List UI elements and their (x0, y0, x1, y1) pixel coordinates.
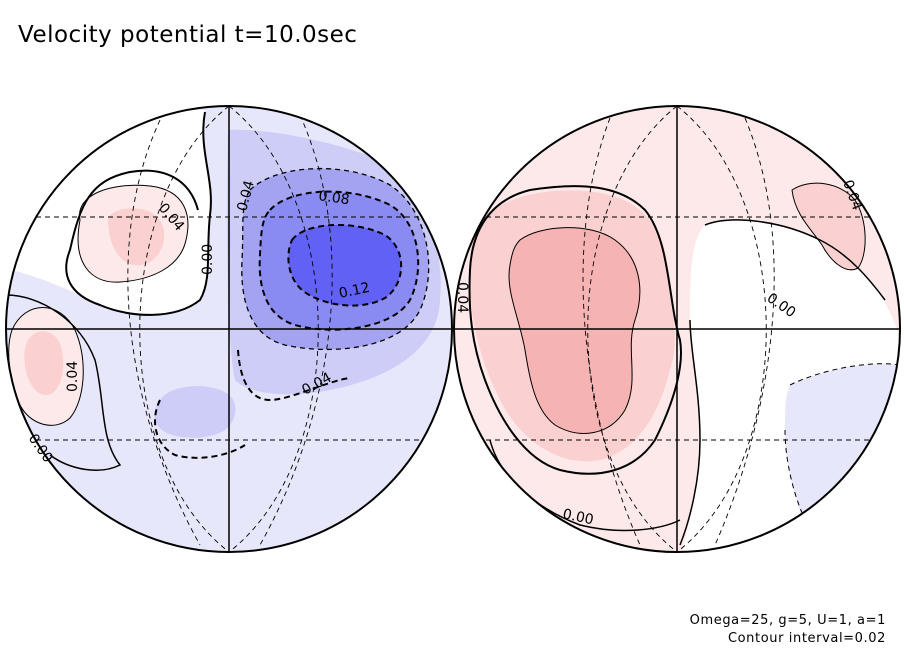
right-hemisphere-outline (453, 105, 901, 553)
label-left-neg-upper: 0.04 (234, 179, 258, 213)
label-right-zero-lower: 0.00 (561, 506, 595, 528)
right-pos2-upper (792, 183, 866, 270)
left-hemisphere-outline (5, 105, 453, 553)
right-pos-contour-upper (791, 182, 866, 271)
left-hemisphere (6, 106, 452, 552)
left-graticule (6, 106, 452, 552)
right-hemisphere (454, 106, 900, 552)
right-zero-contour-mid (679, 219, 886, 546)
left-neg2-lower (154, 386, 236, 438)
left-neg-contour-b (258, 190, 420, 331)
contour-interval: Contour interval=0.02 (727, 631, 886, 646)
parameter-notes: Omega=25, g=5, U=1, a=1 Contour interval… (690, 612, 886, 648)
figure-title: Velocity potential t=10.0sec (18, 22, 358, 48)
label-left-neg-mid: 0.08 (317, 188, 350, 208)
label-left-zero-upper: 0.00 (200, 244, 216, 275)
left-pos2-upper (108, 208, 165, 266)
left-pos2-lower (24, 331, 64, 396)
left-zero-contour-lower (6, 294, 122, 471)
right-pos-contour (508, 227, 641, 434)
left-neg-contour-lower (154, 349, 351, 459)
left-zero-contour-upper (65, 111, 212, 316)
label-left-neg-min: 0.12 (338, 280, 372, 302)
label-right-pos-left: 0.04 (454, 282, 470, 313)
left-pos-contour-upper (77, 184, 189, 283)
right-neg1-region (785, 363, 900, 552)
left-neg5-region (288, 224, 402, 306)
label-left-pos-lower: 0.04 (65, 361, 81, 392)
right-pos3-big (508, 227, 640, 434)
parameter-line-1: Omega=25, g=5, U=1, a=1 (689, 613, 886, 628)
